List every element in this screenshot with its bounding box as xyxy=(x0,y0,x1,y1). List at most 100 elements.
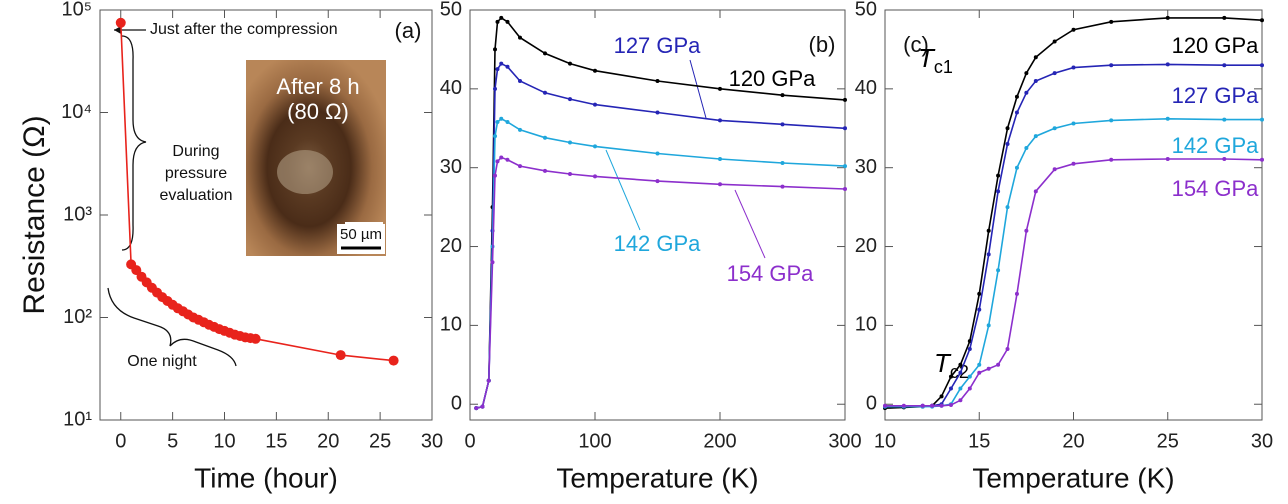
data-point xyxy=(1260,117,1264,122)
data-point xyxy=(948,386,953,391)
data-point xyxy=(1005,126,1010,131)
data-point xyxy=(1260,63,1264,68)
y-tick-label: 50 xyxy=(855,0,877,20)
data-point xyxy=(1071,65,1076,70)
inset-photo-detail xyxy=(277,150,333,194)
inset-text: After 8 h xyxy=(276,74,359,99)
x-axis-title: Temperature (K) xyxy=(556,462,758,493)
data-point xyxy=(1024,71,1029,76)
data-point xyxy=(1014,94,1019,99)
data-point xyxy=(486,378,491,383)
data-point xyxy=(977,370,982,375)
data-point xyxy=(986,366,991,371)
data-point xyxy=(505,119,510,124)
data-point xyxy=(967,347,972,352)
data-point xyxy=(986,323,991,328)
data-point xyxy=(655,151,660,156)
series-label: 120 GPa xyxy=(729,66,817,91)
x-tick-label: 0 xyxy=(115,430,126,452)
x-tick-label: 10 xyxy=(213,430,235,452)
data-point xyxy=(1005,347,1010,352)
data-point xyxy=(843,126,847,131)
data-point xyxy=(977,291,982,296)
brace xyxy=(107,287,237,367)
data-point xyxy=(780,122,785,127)
y-tick-label: 10 xyxy=(440,314,462,336)
data-point xyxy=(495,67,500,72)
data-point xyxy=(718,118,722,123)
data-point xyxy=(655,78,660,83)
data-point xyxy=(1005,205,1010,210)
data-point xyxy=(493,173,497,178)
series-label: 127 GPa xyxy=(1172,83,1260,108)
data-point xyxy=(499,15,504,20)
data-point xyxy=(1033,55,1038,60)
data-point xyxy=(1222,157,1227,162)
data-point xyxy=(493,47,497,52)
data-point xyxy=(1165,116,1170,121)
annotation: Just after the compression xyxy=(150,21,338,38)
data-point xyxy=(1260,18,1264,23)
data-point xyxy=(1222,63,1227,68)
y-tick-label: 10⁵ xyxy=(61,0,92,20)
y-tick-label: 20 xyxy=(855,235,877,257)
data-point xyxy=(718,157,722,162)
x-tick-label: 20 xyxy=(317,430,339,452)
data-point xyxy=(1165,62,1170,67)
data-point xyxy=(1033,189,1038,194)
data-point xyxy=(388,355,399,366)
data-point xyxy=(1109,157,1114,162)
data-point xyxy=(780,93,785,98)
data-point xyxy=(1109,19,1114,24)
leader-line xyxy=(734,189,766,259)
series-label: 127 GPa xyxy=(614,33,702,58)
data-point xyxy=(1033,78,1038,83)
data-point xyxy=(986,228,991,233)
data-point xyxy=(948,403,953,408)
y-tick-label: 30 xyxy=(855,156,877,178)
data-point xyxy=(883,403,887,408)
data-point xyxy=(115,17,126,28)
data-point xyxy=(1024,145,1029,150)
data-point xyxy=(780,184,785,189)
data-point xyxy=(568,61,572,66)
data-point xyxy=(250,333,261,344)
series-label: 142 GPa xyxy=(1172,133,1260,158)
arrowhead xyxy=(114,26,121,34)
x-tick-label: 30 xyxy=(1251,430,1273,452)
leader-line xyxy=(605,149,641,231)
x-axis-title: Time (hour) xyxy=(194,462,338,493)
inset-text: (80 Ω) xyxy=(287,99,349,124)
annotation: One night xyxy=(127,353,197,370)
x-tick-label: 10 xyxy=(874,430,896,452)
data-point xyxy=(655,110,660,115)
data-point xyxy=(593,102,597,107)
data-point xyxy=(1071,161,1076,166)
data-point xyxy=(543,135,547,140)
data-point xyxy=(480,404,485,409)
x-tick-label: 100 xyxy=(578,430,611,452)
data-point xyxy=(1052,39,1057,44)
data-point xyxy=(901,403,906,408)
data-point xyxy=(1014,165,1019,170)
data-point xyxy=(1024,90,1029,95)
data-point xyxy=(490,260,495,265)
x-tick-label: 25 xyxy=(1157,430,1179,452)
panel-label: (a) xyxy=(395,18,422,43)
data-point xyxy=(543,90,547,95)
data-point xyxy=(843,97,847,102)
data-point xyxy=(843,186,847,191)
data-point xyxy=(843,164,847,169)
data-point xyxy=(958,386,963,391)
x-tick-label: 0 xyxy=(464,430,475,452)
data-point xyxy=(518,78,522,83)
data-point xyxy=(568,140,572,145)
tc-symbol: T xyxy=(934,348,952,378)
y-axis-title: Resistance (Ω) xyxy=(18,115,51,314)
data-point xyxy=(1024,228,1029,233)
data-point xyxy=(655,179,660,184)
y-tick-label: 20 xyxy=(440,235,462,257)
data-point xyxy=(474,406,479,411)
panel-label: (b) xyxy=(809,32,836,57)
